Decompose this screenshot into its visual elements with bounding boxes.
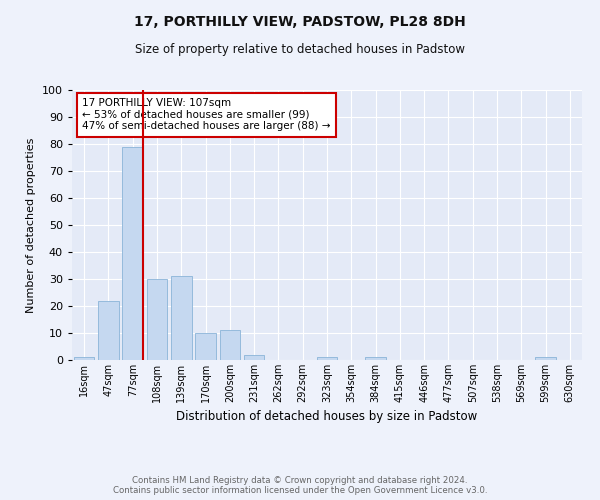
X-axis label: Distribution of detached houses by size in Padstow: Distribution of detached houses by size … [176,410,478,424]
Bar [171,276,191,360]
Text: 17, PORTHILLY VIEW, PADSTOW, PL28 8DH: 17, PORTHILLY VIEW, PADSTOW, PL28 8DH [134,15,466,29]
Text: Size of property relative to detached houses in Padstow: Size of property relative to detached ho… [135,42,465,56]
Bar [195,333,216,360]
Bar [146,279,167,360]
Bar [365,358,386,360]
Text: 17 PORTHILLY VIEW: 107sqm
← 53% of detached houses are smaller (99)
47% of semi-: 17 PORTHILLY VIEW: 107sqm ← 53% of detac… [82,98,331,132]
Text: Contains HM Land Registry data © Crown copyright and database right 2024.
Contai: Contains HM Land Registry data © Crown c… [113,476,487,495]
Bar [122,146,143,360]
Bar [535,358,556,360]
Bar [98,300,119,360]
Bar [74,358,94,360]
Bar [317,358,337,360]
Bar [244,354,265,360]
Bar [220,330,240,360]
Y-axis label: Number of detached properties: Number of detached properties [26,138,37,312]
